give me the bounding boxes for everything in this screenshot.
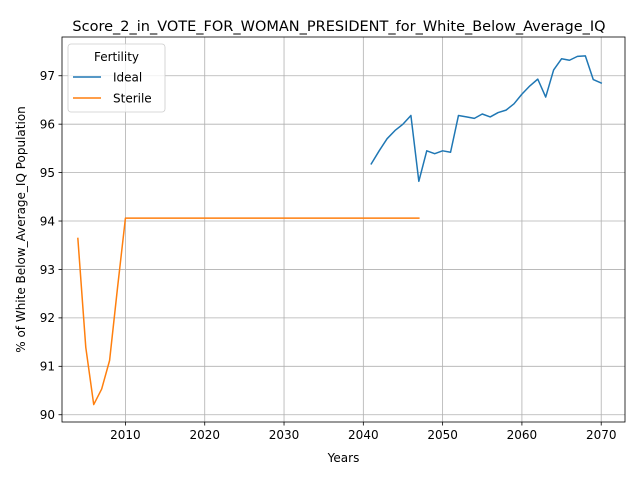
x-tick-label: 2040 (348, 428, 379, 442)
y-axis-label: % of White Below_Average_IQ Population (14, 106, 28, 353)
x-axis-ticks: 2010 2020 2030 2040 2050 2060 2070 (110, 422, 616, 442)
series-line-ideal (370, 55, 603, 183)
series-lines (77, 55, 603, 406)
x-tick-label: 2070 (586, 428, 617, 442)
x-tick-label: 2050 (427, 428, 458, 442)
y-tick-label: 96 (40, 117, 55, 131)
x-tick-label: 2060 (507, 428, 538, 442)
y-tick-label: 93 (40, 263, 55, 277)
x-tick-label: 2010 (110, 428, 141, 442)
legend-label-sterile: Sterile (113, 92, 152, 106)
y-tick-label: 91 (40, 360, 55, 374)
x-tick-label: 2030 (269, 428, 300, 442)
y-axis-ticks: 90 91 92 93 94 95 96 97 (40, 69, 62, 422)
legend-frame (67, 43, 166, 113)
y-tick-label: 97 (40, 69, 55, 83)
y-tick-label: 94 (40, 214, 55, 228)
grid (62, 37, 625, 422)
x-axis-label: Years (327, 451, 360, 465)
y-tick-label: 92 (40, 311, 55, 325)
x-tick-label: 2020 (189, 428, 220, 442)
y-tick-label: 95 (40, 166, 55, 180)
legend-title: Fertility (94, 50, 139, 64)
legend-entries: Ideal Sterile (73, 71, 152, 106)
chart-title: Score_2_in_VOTE_FOR_WOMAN_PRESIDENT_for_… (72, 19, 605, 35)
legend-label-ideal: Ideal (113, 71, 142, 85)
y-tick-label: 90 (40, 408, 55, 422)
series-line-sterile (77, 217, 420, 406)
legend: Fertility Ideal Sterile (67, 43, 166, 113)
plot-area-frame (61, 36, 626, 423)
